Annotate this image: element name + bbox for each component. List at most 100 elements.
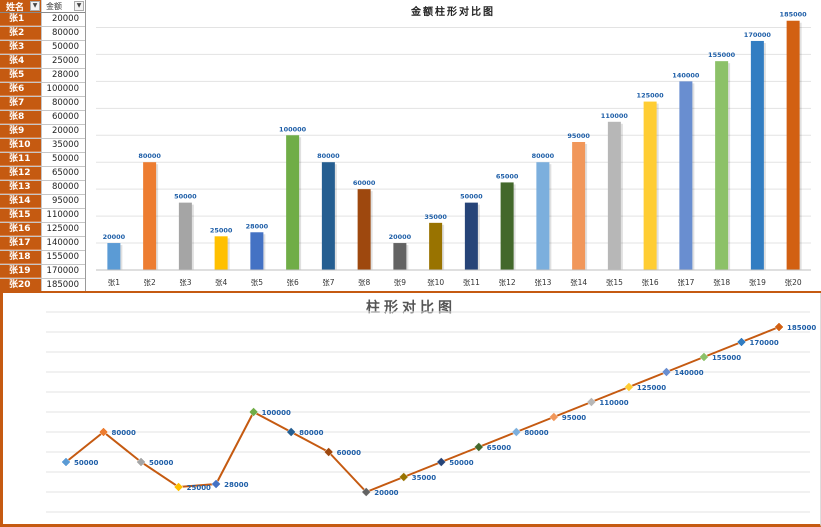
table-row[interactable]: 张4 25000	[0, 55, 85, 69]
amount-cell[interactable]: 80000	[41, 181, 85, 194]
diamond-marker	[98, 427, 109, 437]
data-label: 80000	[138, 152, 161, 160]
bar	[178, 202, 192, 270]
name-cell[interactable]: 张12	[0, 167, 41, 180]
data-label: 20000	[389, 233, 412, 241]
table-row[interactable]: 张10 35000	[0, 139, 85, 153]
filter-dropdown-icon[interactable]: ▼	[30, 1, 40, 11]
table-header: 姓名 ▼ 金额 ▼	[0, 0, 85, 13]
amount-cell[interactable]: 95000	[41, 195, 85, 208]
amount-cell[interactable]: 170000	[41, 265, 85, 278]
amount-cell[interactable]: 20000	[41, 125, 85, 138]
table-row[interactable]: 张13 80000	[0, 181, 85, 195]
name-cell[interactable]: 张8	[0, 111, 41, 124]
name-cell[interactable]: 张15	[0, 209, 41, 222]
diamond-marker	[473, 442, 484, 452]
table-row[interactable]: 张11 50000	[0, 153, 85, 167]
filter-dropdown-icon[interactable]: ▼	[74, 1, 84, 11]
name-cell[interactable]: 张7	[0, 97, 41, 110]
table-row[interactable]: 张3 50000	[0, 41, 85, 55]
amount-cell[interactable]: 100000	[41, 83, 85, 96]
name-cell[interactable]: 张9	[0, 125, 41, 138]
table-row[interactable]: 张6 100000	[0, 83, 85, 97]
data-label: 80000	[299, 429, 323, 437]
data-label: 50000	[449, 459, 473, 467]
amount-cell[interactable]: 50000	[41, 153, 85, 166]
name-cell[interactable]: 张3	[0, 41, 41, 54]
bar	[286, 135, 300, 270]
table-body: 张1 20000 张2 80000 张3 50000 张4 25000 张5 28000 张6 100…	[0, 13, 85, 293]
amount-cell[interactable]: 80000	[41, 27, 85, 40]
table-row[interactable]: 张12 65000	[0, 167, 85, 181]
name-cell[interactable]: 张17	[0, 237, 41, 250]
x-tick-label: 张3	[179, 278, 191, 287]
diamond-marker	[136, 457, 146, 467]
amount-cell[interactable]: 80000	[41, 97, 85, 110]
bar	[357, 189, 371, 270]
name-cell[interactable]: 张4	[0, 55, 41, 68]
table-row[interactable]: 张8 60000	[0, 111, 85, 125]
table-row[interactable]: 张14 95000	[0, 195, 85, 209]
name-cell[interactable]: 张2	[0, 27, 41, 40]
amount-cell[interactable]: 28000	[41, 69, 85, 82]
table-row[interactable]: 张18 155000	[0, 251, 85, 265]
diamond-marker	[511, 427, 522, 437]
diamond-marker	[624, 382, 634, 392]
table-row[interactable]: 张19 170000	[0, 265, 85, 279]
data-label: 185000	[787, 324, 816, 332]
amount-cell[interactable]: 65000	[41, 167, 85, 180]
diamond-marker	[548, 412, 559, 422]
data-label: 110000	[601, 112, 629, 120]
data-label: 140000	[672, 71, 700, 79]
name-cell[interactable]: 张1	[0, 13, 41, 26]
amount-cell[interactable]: 110000	[41, 209, 85, 222]
table-row[interactable]: 张5 28000	[0, 69, 85, 83]
table-row[interactable]: 张15 110000	[0, 209, 85, 223]
table-row[interactable]: 张16 125000	[0, 223, 85, 237]
amount-cell[interactable]: 155000	[41, 251, 85, 264]
name-cell[interactable]: 张13	[0, 181, 41, 194]
name-cell[interactable]: 张14	[0, 195, 41, 208]
amount-cell[interactable]: 60000	[41, 111, 85, 124]
name-cell[interactable]: 张6	[0, 83, 41, 96]
name-column-header[interactable]: 姓名 ▼	[0, 0, 41, 13]
data-label: 155000	[708, 51, 736, 59]
bar	[393, 243, 407, 270]
data-label: 95000	[562, 414, 586, 422]
data-label: 100000	[262, 409, 291, 417]
data-label: 125000	[637, 92, 665, 100]
bar	[715, 61, 729, 270]
bar	[572, 142, 586, 270]
name-cell[interactable]: 张16	[0, 223, 41, 236]
data-label: 50000	[460, 193, 483, 201]
table-row[interactable]: 张9 20000	[0, 125, 85, 139]
data-label: 80000	[317, 152, 340, 160]
data-label: 95000	[567, 132, 590, 140]
data-label: 35000	[424, 213, 447, 221]
bar	[464, 202, 478, 270]
amount-cell[interactable]: 125000	[41, 223, 85, 236]
name-cell[interactable]: 张18	[0, 251, 41, 264]
name-cell[interactable]: 张5	[0, 69, 41, 82]
amount-cell[interactable]: 35000	[41, 139, 85, 152]
name-cell[interactable]: 张19	[0, 265, 41, 278]
diamond-marker	[699, 352, 709, 362]
amount-cell[interactable]: 25000	[41, 55, 85, 68]
bar	[143, 162, 157, 270]
diamond-marker	[211, 479, 221, 489]
table-row[interactable]: 张17 140000	[0, 237, 85, 251]
amount-cell[interactable]: 185000	[41, 279, 85, 292]
table-row[interactable]: 张1 20000	[0, 13, 85, 27]
amount-column-header[interactable]: 金额 ▼	[41, 0, 85, 12]
data-label: 20000	[374, 489, 398, 497]
amount-cell[interactable]: 20000	[41, 13, 85, 26]
name-cell[interactable]: 张11	[0, 153, 41, 166]
table-row[interactable]: 张2 80000	[0, 27, 85, 41]
amount-cell[interactable]: 50000	[41, 41, 85, 54]
diamond-marker	[736, 337, 747, 347]
diamond-marker	[398, 472, 409, 482]
diamond-marker	[248, 407, 259, 417]
name-cell[interactable]: 张10	[0, 139, 41, 152]
table-row[interactable]: 张7 80000	[0, 97, 85, 111]
amount-cell[interactable]: 140000	[41, 237, 85, 250]
